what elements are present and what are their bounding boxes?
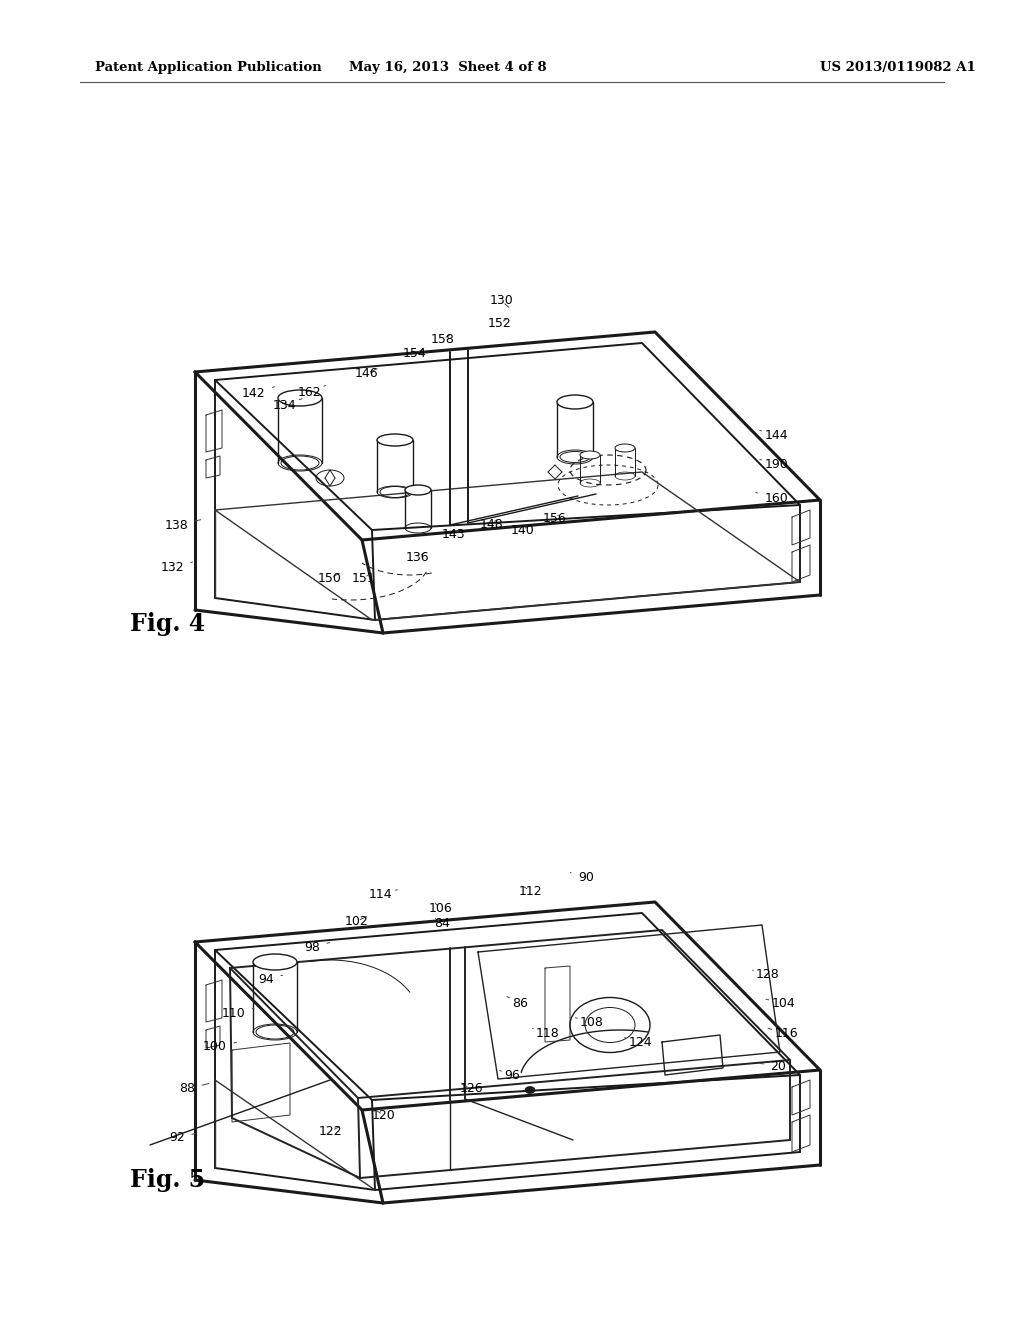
Text: 124: 124: [625, 1036, 652, 1049]
Text: 92: 92: [169, 1131, 196, 1144]
Text: 151: 151: [351, 572, 376, 585]
Text: 110: 110: [221, 1007, 254, 1020]
Text: 130: 130: [489, 294, 514, 308]
Text: 120: 120: [372, 1109, 396, 1122]
Text: 128: 128: [753, 968, 780, 981]
Text: 114: 114: [369, 888, 397, 902]
Text: May 16, 2013  Sheet 4 of 8: May 16, 2013 Sheet 4 of 8: [349, 62, 547, 74]
Text: 190: 190: [760, 458, 788, 471]
Ellipse shape: [253, 954, 297, 970]
Text: 148: 148: [479, 517, 504, 531]
Text: 140: 140: [510, 524, 535, 537]
Text: 154: 154: [402, 347, 427, 360]
Text: 142: 142: [242, 387, 274, 400]
Text: Fig. 5: Fig. 5: [130, 1168, 205, 1192]
Text: 90: 90: [570, 871, 594, 884]
Text: 20: 20: [760, 1060, 786, 1073]
Text: 156: 156: [543, 512, 567, 525]
Text: 162: 162: [297, 385, 326, 399]
Ellipse shape: [377, 434, 413, 446]
Text: 104: 104: [766, 997, 796, 1010]
Text: 152: 152: [487, 317, 512, 330]
Text: 136: 136: [406, 550, 430, 564]
Text: 88: 88: [179, 1082, 209, 1096]
Text: 160: 160: [756, 492, 788, 506]
Ellipse shape: [580, 451, 600, 459]
Text: 122: 122: [318, 1125, 343, 1138]
Text: 94: 94: [258, 973, 283, 986]
Text: 86: 86: [507, 997, 528, 1010]
Ellipse shape: [278, 389, 322, 407]
Ellipse shape: [615, 444, 635, 451]
Text: 132: 132: [160, 561, 193, 574]
Text: 138: 138: [164, 519, 201, 532]
Text: 112: 112: [518, 884, 543, 898]
Text: 100: 100: [203, 1040, 237, 1053]
Text: 84: 84: [434, 917, 451, 931]
Text: 108: 108: [575, 1016, 604, 1030]
Text: Patent Application Publication: Patent Application Publication: [95, 62, 322, 74]
Text: Fig. 4: Fig. 4: [130, 612, 205, 636]
Text: 118: 118: [532, 1027, 560, 1040]
Text: 146: 146: [354, 367, 379, 380]
Text: 144: 144: [760, 429, 788, 442]
Text: US 2013/0119082 A1: US 2013/0119082 A1: [820, 62, 976, 74]
Ellipse shape: [525, 1086, 535, 1093]
Text: 106: 106: [428, 902, 453, 915]
Ellipse shape: [406, 484, 431, 495]
Text: 98: 98: [304, 941, 330, 954]
Ellipse shape: [557, 395, 593, 409]
Text: 116: 116: [768, 1027, 799, 1040]
Text: 102: 102: [344, 915, 369, 928]
Text: 126: 126: [459, 1082, 483, 1096]
Text: 134: 134: [272, 399, 302, 412]
Text: 96: 96: [500, 1069, 520, 1082]
Text: 150: 150: [317, 572, 342, 585]
Text: 158: 158: [430, 333, 455, 346]
Text: 143: 143: [441, 528, 466, 541]
